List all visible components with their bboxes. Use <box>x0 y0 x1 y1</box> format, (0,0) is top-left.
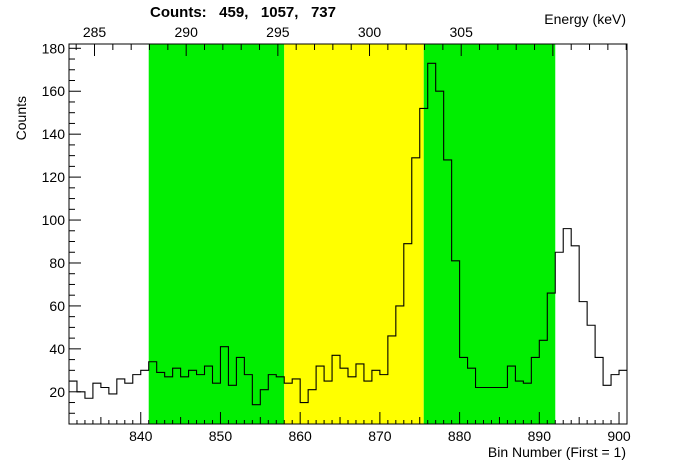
x-tick-label: 870 <box>368 428 392 444</box>
counts-label: Counts: <box>150 4 207 21</box>
y-tick-label: 160 <box>42 83 66 99</box>
region-background-right <box>423 44 556 424</box>
counts-value-right: 737 <box>310 4 336 21</box>
x-tick-label: 900 <box>607 428 631 444</box>
histogram-series <box>69 62 627 406</box>
y-axis-title: Counts <box>13 96 29 140</box>
region-background-left <box>148 44 285 424</box>
x-tick-label: 840 <box>129 428 153 444</box>
region-bands <box>148 44 556 424</box>
x-tick-label: 850 <box>209 428 233 444</box>
energy-axis-title: Energy (keV) <box>544 11 626 27</box>
counts-value-left: 459, <box>219 4 249 21</box>
y-tick-label: 60 <box>49 298 65 314</box>
histogram-line <box>69 62 627 406</box>
energy-axis-ticks: 285 290 295 300 305 <box>75 24 627 56</box>
energy-tick-label: 295 <box>266 24 290 40</box>
y-tick-label: 80 <box>49 255 65 271</box>
x-tick-label: 860 <box>288 428 312 444</box>
counts-value-peak: 1057, <box>260 4 299 21</box>
y-tick-label: 100 <box>42 212 66 228</box>
energy-tick-label: 300 <box>358 24 382 40</box>
x-tick-label: 880 <box>448 428 472 444</box>
energy-tick-label: 290 <box>175 24 199 40</box>
y-axis-ticks: 20 40 60 80 100 120 140 160 180 <box>42 40 81 414</box>
y-tick-label: 40 <box>49 341 65 357</box>
x-axis-ticks: 840 850 860 870 880 890 900 <box>68 412 631 444</box>
y-tick-label: 20 <box>49 384 65 400</box>
x-tick-label: 890 <box>528 428 552 444</box>
energy-tick-label: 285 <box>83 24 107 40</box>
x-axis-title: Bin Number (First = 1) <box>488 444 626 460</box>
counts-title: Counts: 459, 1057, 737 <box>150 4 336 21</box>
y-tick-label: 180 <box>42 40 66 56</box>
energy-tick-label: 305 <box>450 24 474 40</box>
y-tick-label: 140 <box>42 126 66 142</box>
region-peak <box>284 44 424 424</box>
y-tick-label: 120 <box>42 169 66 185</box>
